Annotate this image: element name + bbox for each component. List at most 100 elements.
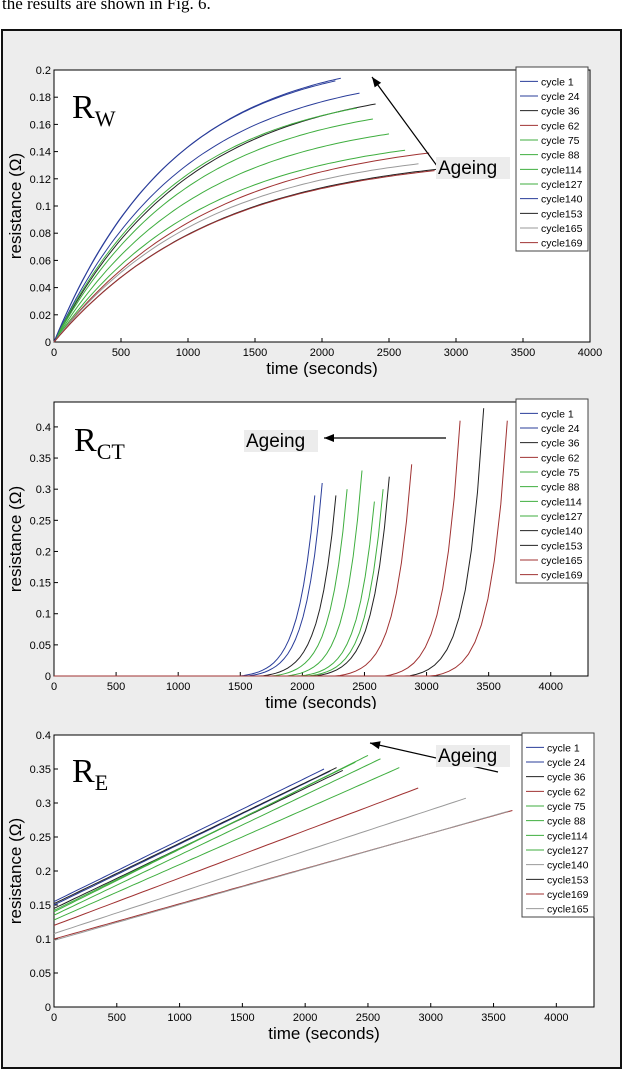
legend-entry: cycle 24	[541, 91, 580, 103]
legend-entry: cycle127	[541, 179, 583, 191]
series-line-1	[53, 768, 325, 903]
y-axis-ticks: 0 0.02 0.04 0.06 0.08 0.1 0.12 0.14 0.16 0.18 0.2	[30, 65, 58, 349]
legend-entry: cycle 75	[541, 467, 580, 479]
chart-rct: 0 500 1000 1500 2000 2500 3000 3500 4000 0 0.05 0.1…	[6, 398, 589, 709]
x-axis-ticks: 0 500 1000 1500 2000 2500 3000 3500 4000	[51, 338, 602, 359]
y-axis-label: resistance (Ω)	[6, 818, 25, 924]
legend-entry: cycle153	[541, 540, 583, 552]
panel-title: RCT	[74, 422, 125, 464]
series-lines	[53, 754, 513, 941]
legend-box	[521, 732, 595, 918]
legend-entry: cycle114	[541, 164, 582, 176]
y-axis-ticks: 0 0.05 0.1 0.15 0.2 0.25 0.3 0.35 0.4	[30, 422, 58, 683]
x-tick-label: 3500	[511, 347, 535, 359]
y-axis-ticks: 0 0.05 0.1 0.15 0.2 0.25 0.3 0.35 0.4	[30, 730, 58, 1014]
y-tick-label: 0	[45, 1002, 51, 1014]
y-tick-label: 0.4	[36, 422, 51, 434]
y-tick-label: 0	[45, 337, 51, 349]
x-tick-label: 4000	[539, 681, 563, 693]
panel-title-sub: E	[95, 770, 108, 795]
series-line-7	[53, 149, 406, 343]
panel-title: RE	[72, 753, 108, 795]
legend-entry: cycle114	[547, 830, 588, 842]
y-tick-label: 0.05	[30, 640, 51, 652]
series-line-8	[53, 761, 356, 911]
legend-entry: cycle140	[541, 194, 583, 206]
y-tick-label: 0.06	[30, 255, 51, 267]
x-tick-label: 1000	[167, 1012, 191, 1024]
y-tick-label: 0.1	[36, 609, 51, 621]
y-tick-label: 0.2	[36, 546, 51, 558]
x-tick-label: 3000	[414, 681, 438, 693]
series-line-12	[54, 420, 508, 677]
ageing-label-bg	[244, 430, 318, 452]
x-axis-label: time (seconds)	[268, 1024, 379, 1043]
x-tick-label: 2000	[290, 681, 314, 693]
legend-entry: cycle169	[541, 570, 583, 582]
y-tick-label: 0.05	[30, 968, 51, 980]
legend-entry: cycle114	[541, 496, 582, 508]
y-tick-label: 0.18	[30, 92, 51, 104]
x-tick-label: 1500	[228, 681, 252, 693]
x-tick-label: 3000	[419, 1012, 443, 1024]
x-tick-label: 1000	[176, 347, 200, 359]
ageing-label-bg	[436, 745, 510, 767]
ageing-label-bg	[436, 157, 510, 179]
ageing-arrow-head	[372, 77, 382, 88]
x-tick-label: 2000	[293, 1012, 317, 1024]
x-tick-label: 2500	[352, 681, 376, 693]
panel-title-sub: CT	[97, 439, 126, 464]
y-tick-label: 0.16	[30, 119, 51, 131]
panel-title-main: R	[74, 422, 97, 459]
x-tick-label: 1500	[230, 1012, 254, 1024]
x-axis-ticks: 0 500 1000 1500 2000 2500 3000 3500 4000	[51, 672, 563, 693]
x-axis-ticks: 0 500 1000 1500 2000 2500 3000 3500 4000	[51, 1003, 569, 1024]
y-tick-label: 0.12	[30, 174, 51, 186]
y-tick-label: 0.14	[30, 147, 51, 159]
chart-rw: 0 500 1000 1500 2000 2500 3000 3500 4000 0 0.02 0.0…	[6, 65, 602, 377]
legend-entry: cycle165	[547, 904, 589, 916]
legend-entry: cycle 62	[547, 786, 586, 798]
panel-title-main: R	[72, 753, 95, 790]
x-tick-label: 0	[51, 681, 57, 693]
y-tick-label: 0.1	[36, 934, 51, 946]
ageing-arrow-head	[324, 434, 334, 442]
x-tick-label: 4000	[544, 1012, 568, 1024]
y-tick-label: 0.2	[36, 65, 51, 77]
y-tick-label: 0.35	[30, 764, 51, 776]
y-tick-label: 0.35	[30, 453, 51, 465]
ageing-arrow	[371, 76, 441, 171]
series-line-7	[53, 767, 400, 921]
y-tick-label: 0.1	[36, 201, 51, 213]
chart-re: 0 500 1000 1500 2000 2500 3000 3500 4000 0 0.05 0.1…	[6, 730, 595, 1043]
series-line-2	[53, 92, 360, 343]
y-tick-label: 0.2	[36, 866, 51, 878]
series-line-12	[53, 170, 435, 343]
x-tick-label: 2500	[356, 1012, 380, 1024]
legend: cycle 1 cycle 24 cycle 36 cycle 62 cycle 75 c…	[515, 66, 589, 252]
legend-entry: cycle165	[541, 223, 583, 235]
plot-area	[53, 734, 595, 1008]
y-tick-label: 0.02	[30, 310, 51, 322]
panel-title: RW	[72, 89, 116, 131]
legend-entry: cycle 88	[541, 150, 580, 162]
x-tick-label: 4000	[578, 347, 602, 359]
legend-entry: cycle 75	[547, 801, 586, 813]
series-line-6	[53, 133, 390, 343]
series-lines	[54, 408, 508, 677]
y-tick-label: 0.25	[30, 832, 51, 844]
legend-entry: cycle 36	[547, 772, 586, 784]
legend-entry: cycle153	[541, 208, 583, 220]
x-tick-label: 3000	[444, 347, 468, 359]
series-line-5	[53, 118, 373, 343]
legend-entry: cycle127	[541, 511, 583, 523]
series-line-8	[53, 107, 357, 343]
legend-entry: cycle169	[547, 889, 589, 901]
y-tick-label: 0.15	[30, 900, 51, 912]
x-tick-label: 0	[51, 1012, 57, 1024]
y-tick-label: 0	[45, 671, 51, 683]
legend-entry: cycle 1	[547, 742, 580, 754]
x-axis-label: time (seconds)	[265, 693, 376, 709]
x-tick-label: 500	[107, 681, 125, 693]
ageing-label: Ageing	[438, 746, 497, 767]
